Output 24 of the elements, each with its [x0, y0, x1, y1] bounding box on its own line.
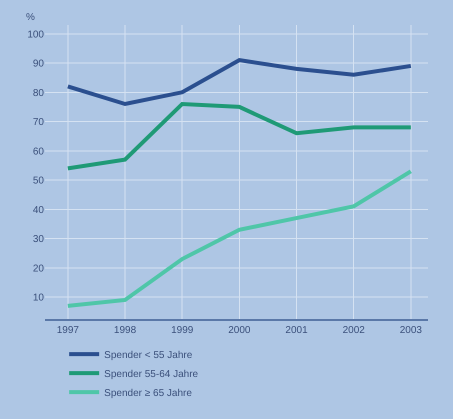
x-tick-label: 2001	[285, 325, 308, 336]
line-series	[66, 58, 413, 106]
y-tick-label: 30	[32, 234, 44, 246]
x-tick-label: 2003	[400, 325, 422, 336]
x-tick-label: 1999	[171, 325, 194, 336]
y-tick-label: 60	[32, 146, 44, 158]
y-tick-label: 80	[32, 88, 44, 99]
y-tick-label: 100	[27, 29, 44, 40]
y-tick-label: 50	[32, 176, 44, 187]
y-tick-label: 90	[32, 58, 44, 70]
line-series	[66, 102, 413, 170]
y-axis-title: %	[26, 12, 35, 23]
y-tick-label: 20	[32, 263, 44, 274]
x-tick-label: 2000	[228, 325, 251, 336]
y-tick-label: 70	[32, 117, 44, 128]
line-series	[66, 169, 413, 308]
legend-label: Spender 55-64 Jahre	[104, 368, 199, 380]
x-tick-label: 1997	[56, 325, 80, 336]
x-tick-label: 2002	[342, 325, 366, 336]
legend-label: Spender < 55 Jahre	[104, 350, 193, 361]
legend-label: Spender ≥ 65 Jahre	[104, 388, 192, 399]
x-tick-label: 1998	[114, 325, 137, 336]
y-tick-label: 40	[32, 204, 44, 216]
y-tick-label: 10	[32, 292, 44, 304]
